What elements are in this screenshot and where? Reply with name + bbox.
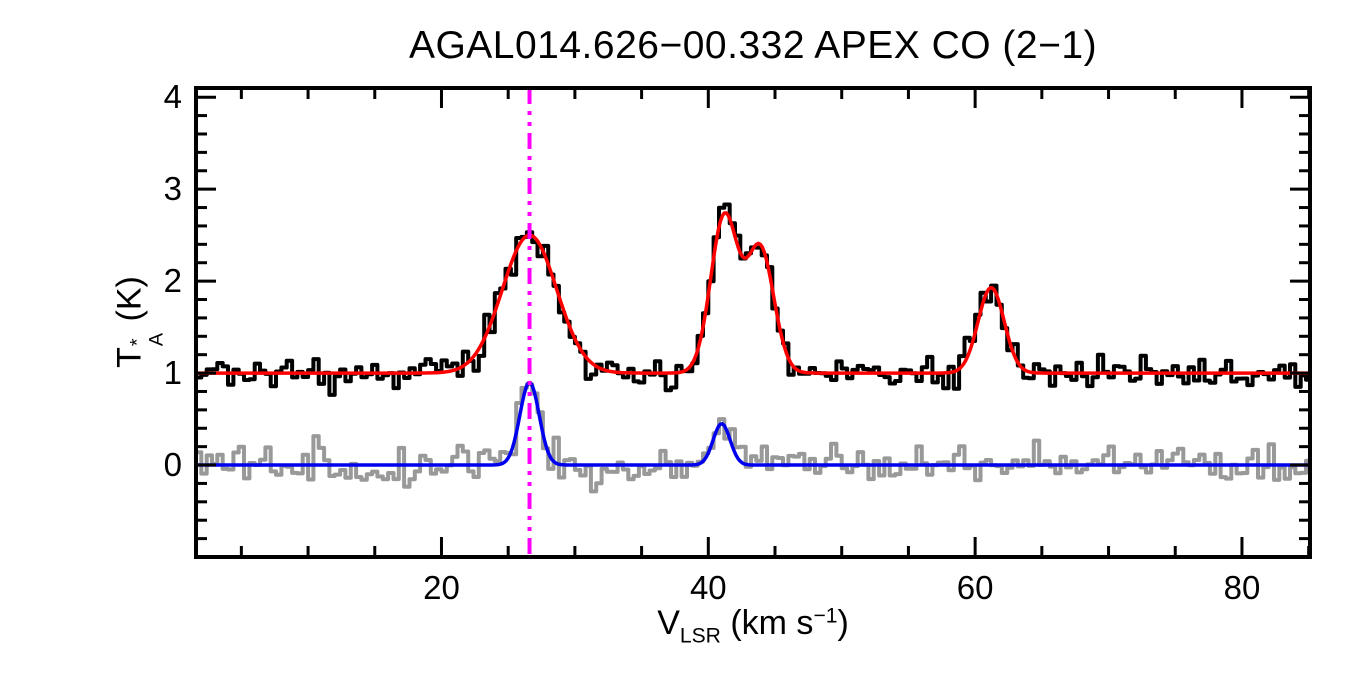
co21-gaussian-fit (196, 211, 1309, 375)
x-axis-label: VLSR (km s−1) (196, 604, 1310, 648)
y-tick-label: 2 (164, 262, 182, 299)
y-tick-label: 1 (164, 354, 182, 391)
x-label-units-open: (km s (720, 604, 814, 642)
plot-frame (194, 86, 1312, 559)
x-tick-label: 40 (690, 569, 727, 606)
x-label-symbol: V (657, 604, 680, 642)
x-tick-label: 20 (423, 569, 460, 606)
y-tick-label: 4 (164, 78, 182, 115)
y-tick-label: 0 (164, 446, 182, 483)
x-label-subscript: LSR (679, 624, 721, 648)
x-label-superscript: −1 (813, 604, 838, 628)
y-tick-label: 3 (164, 170, 182, 207)
chart-title: AGAL014.626−00.332 APEX CO (2−1) (408, 24, 1098, 67)
x-tick-label: 60 (957, 569, 994, 606)
secondary-observed-spectrum (196, 382, 1310, 494)
co21-observed-spectrum (196, 202, 1310, 397)
x-tick-label: 80 (1224, 569, 1261, 606)
secondary-gaussian-fit (196, 380, 1309, 467)
x-label-units-close: ) (837, 604, 849, 642)
